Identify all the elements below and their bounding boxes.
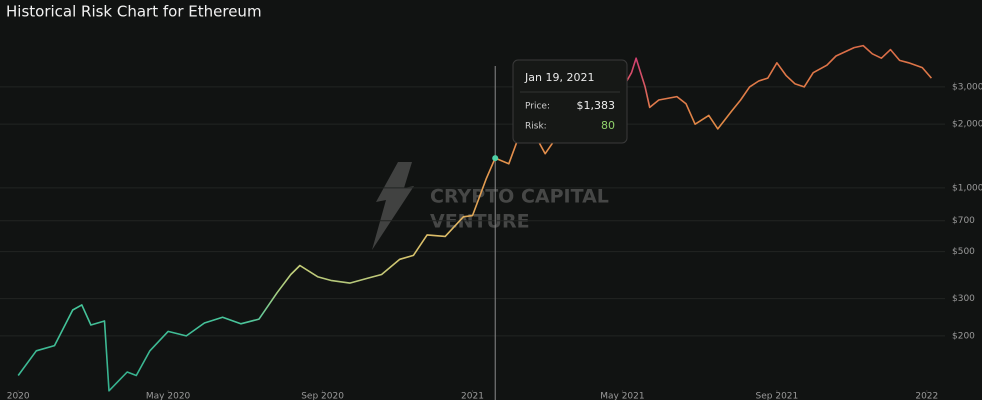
y-tick-label: $3,000 <box>952 82 982 92</box>
x-tick-label: 2020 <box>7 392 30 400</box>
x-tick-label: Sep 2020 <box>301 392 344 400</box>
watermark: CRYPTO CAPITAL VENTURE <box>372 162 609 250</box>
tooltip-value: $1,383 <box>577 99 616 112</box>
y-tick-label: $200 <box>952 331 975 341</box>
chart-title: Historical Risk Chart for Ethereum <box>6 3 262 21</box>
y-tick-label: $1,000 <box>952 183 982 193</box>
plot <box>17 44 933 400</box>
tooltip-date: Jan 19, 2021 <box>524 71 594 84</box>
x-tick-label: 2021 <box>461 392 484 400</box>
ticks: $200 $300 $500 $700 $1,000 $2,000 $3,000 2020 Ma… <box>7 82 982 400</box>
tooltip-label: Risk: <box>525 122 547 132</box>
tooltip: Jan 19, 2021 Price: $1,383 Risk: 80 <box>512 59 628 144</box>
x-tick-label: May 2020 <box>146 392 191 400</box>
x-tick-label: May 2021 <box>600 392 644 400</box>
tooltip-value: 80 <box>601 119 615 132</box>
watermark-logo <box>372 162 414 250</box>
y-tick-label: $700 <box>952 216 975 226</box>
tooltip-box <box>512 59 628 144</box>
watermark-text: VENTURE <box>430 211 530 233</box>
watermark-text: CRYPTO CAPITAL <box>430 186 609 208</box>
tooltip-label: Price: <box>525 102 550 112</box>
x-tick-label: 2022 <box>915 392 938 400</box>
x-tick-label: Sep 2021 <box>756 392 799 400</box>
hover-point <box>492 155 499 162</box>
y-tick-label: $500 <box>952 247 975 257</box>
y-tick-label: $2,000 <box>952 120 982 130</box>
price-line <box>17 44 933 392</box>
y-tick-label: $300 <box>952 294 975 304</box>
grid <box>0 86 945 337</box>
